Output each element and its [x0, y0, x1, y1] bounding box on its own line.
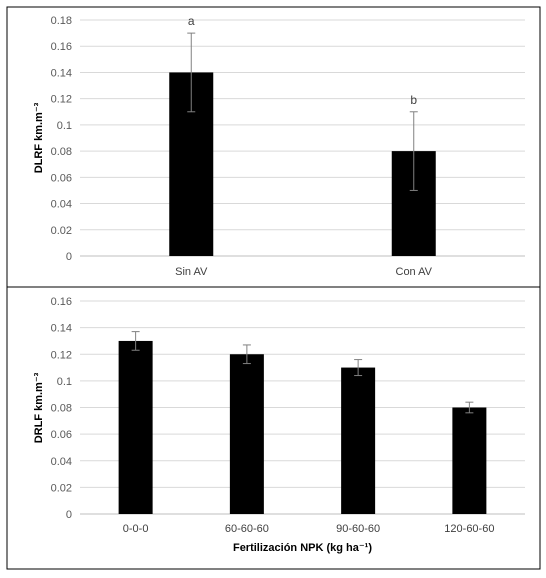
bar — [341, 367, 376, 514]
y-tick-label: 0.02 — [51, 482, 72, 494]
y-tick-label: 0.1 — [57, 376, 72, 388]
y-tick-label: 0 — [66, 509, 72, 521]
y-tick-label: 0.12 — [51, 349, 72, 361]
bottom-chart-frame — [6, 286, 541, 570]
y-tick-label: 0.04 — [51, 199, 72, 211]
y-tick-label: 0.1 — [57, 120, 72, 132]
bar — [452, 407, 487, 514]
y-tick-label: 0.02 — [51, 225, 72, 237]
y-tick-label: 0.16 — [51, 296, 72, 308]
y-tick-label: 0.14 — [51, 323, 72, 335]
y-tick-label: 0.16 — [51, 41, 72, 53]
x-category-label: 0-0-0 — [123, 523, 149, 535]
y-tick-label: 0.08 — [51, 403, 72, 415]
x-category-label: 120-60-60 — [444, 523, 494, 535]
bottom-chart: 0.16 0.14 0.12 0.1 0.08 0.06 0.04 0.02 0 0-0-0 60-… — [33, 296, 525, 554]
x-axis-title: Fertilización NPK (kg ha⁻¹) — [233, 542, 372, 554]
y-tick-label: 0.06 — [51, 172, 72, 184]
x-category-label: 60-60-60 — [225, 523, 269, 535]
bar — [229, 354, 264, 514]
top-chart: 0.18 0.16 0.14 0.12 0.1 0.08 0.06 0.04 0.02 0 a Sin… — [33, 14, 525, 278]
y-tick-label: 0.04 — [51, 456, 72, 468]
top-chart-frame — [6, 6, 541, 288]
y-tick-label: 0.14 — [51, 67, 72, 79]
y-tick-label: 0.08 — [51, 146, 72, 158]
y-axis-title: DLRF km.m⁻³ — [33, 102, 45, 173]
significance-letter: a — [188, 14, 195, 28]
x-category-label: Con AV — [396, 266, 433, 278]
bar — [118, 340, 153, 514]
y-tick-label: 0.18 — [51, 15, 72, 27]
y-tick-label: 0 — [66, 251, 72, 263]
y-axis-title: DRLF km.m⁻³ — [33, 372, 45, 443]
x-category-label: Sin AV — [175, 266, 208, 278]
significance-letter: b — [410, 93, 417, 107]
x-category-label: 90-60-60 — [336, 523, 380, 535]
y-tick-label: 0.12 — [51, 94, 72, 106]
y-tick-label: 0.06 — [51, 429, 72, 441]
